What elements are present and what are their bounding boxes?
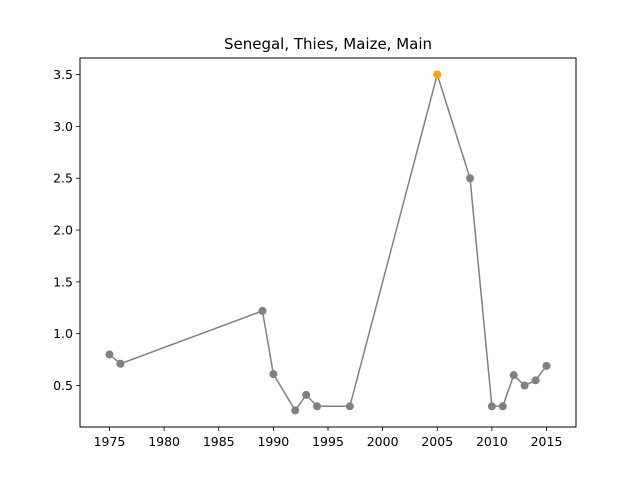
data-point bbox=[105, 350, 114, 359]
x-tick-label: 1985 bbox=[203, 434, 235, 449]
data-point bbox=[345, 402, 354, 411]
data-point bbox=[520, 381, 529, 390]
x-tick-label: 1980 bbox=[148, 434, 180, 449]
data-point bbox=[509, 371, 518, 380]
data-point bbox=[531, 376, 540, 385]
data-point bbox=[313, 402, 322, 411]
y-tick-label: 0.5 bbox=[53, 378, 73, 393]
x-tick-label: 2005 bbox=[421, 434, 453, 449]
data-point bbox=[498, 402, 507, 411]
data-point bbox=[269, 370, 278, 379]
data-point bbox=[116, 359, 125, 368]
x-tick-label: 1975 bbox=[94, 434, 126, 449]
y-tick-label: 1.0 bbox=[53, 326, 73, 341]
chart-title: Senegal, Thies, Maize, Main bbox=[224, 35, 432, 53]
data-point bbox=[487, 402, 496, 411]
series-line bbox=[109, 71, 548, 412]
axes-frame bbox=[79, 57, 577, 428]
plot-area: 1975 1980 1985 1990 1995 2000 2005 2010 2015 0.5 1… bbox=[53, 67, 562, 449]
x-tick-label: 2000 bbox=[367, 434, 399, 449]
data-point bbox=[466, 174, 475, 183]
x-tick-label: 2010 bbox=[476, 434, 508, 449]
highlight-point bbox=[433, 70, 442, 79]
data-point bbox=[258, 306, 267, 315]
y-tick-label: 2.0 bbox=[53, 223, 73, 238]
x-tick-label: 1990 bbox=[257, 434, 289, 449]
x-tick-label: 2015 bbox=[531, 434, 563, 449]
x-tick-label: 1995 bbox=[312, 434, 344, 449]
data-point bbox=[542, 361, 551, 370]
y-tick-label: 3.0 bbox=[53, 119, 73, 134]
y-tick-label: 3.5 bbox=[53, 67, 73, 82]
y-tick-label: 2.5 bbox=[53, 171, 73, 186]
y-tick-label: 1.5 bbox=[53, 274, 73, 289]
data-point bbox=[302, 390, 311, 399]
data-point bbox=[291, 406, 300, 415]
